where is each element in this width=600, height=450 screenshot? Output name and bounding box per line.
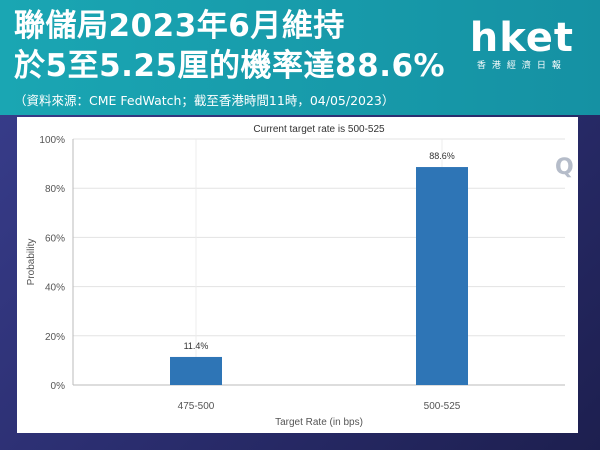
x-axis-label: Target Rate (in bps): [275, 417, 363, 428]
source-note: （資料來源：CME FedWatch；截至香港時間11時，04/05/2023）: [14, 93, 395, 108]
y-tick-label: 60%: [45, 233, 65, 244]
headline: 聯儲局2023年6月維持 於5至5.25厘的機率達88.6%: [14, 6, 445, 86]
y-axis-label: Probability: [26, 239, 37, 286]
logo-subtitle: 香港經濟日報: [476, 61, 567, 71]
y-tick-label: 80%: [45, 184, 65, 195]
x-tick-label: 500-525: [424, 401, 461, 412]
headline-banner: [0, 0, 600, 115]
bar-475-500: [170, 356, 222, 385]
chart-title: Current target rate is 500-525: [253, 124, 385, 135]
bar-value-label: 88.6%: [429, 151, 455, 161]
chart-panel: Current target rate is 500-525 0% 20% 40% 60…: [17, 117, 578, 433]
chart-watermark: Q: [555, 155, 574, 180]
bar-chart: Current target rate is 500-525 0% 20% 40% 60…: [26, 124, 565, 428]
bar-500-525: [416, 167, 468, 385]
logo-word: hket: [469, 15, 574, 61]
y-tick-label: 0%: [51, 381, 66, 392]
y-tick-label: 40%: [45, 283, 65, 294]
headline-line-2: 於5至5.25厘的機率達88.6%: [14, 48, 446, 84]
hket-logo: hket 香港經濟日報: [470, 16, 574, 72]
y-tick-label: 100%: [39, 135, 65, 146]
headline-line-1: 聯儲局2023年6月維持: [14, 8, 345, 44]
bar-value-label: 11.4%: [184, 341, 209, 351]
y-tick-label: 20%: [45, 332, 65, 343]
x-tick-label: 475-500: [178, 401, 215, 412]
